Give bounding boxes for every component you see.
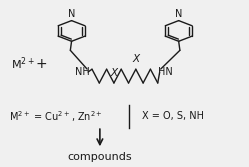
Text: N: N [68, 9, 75, 19]
Text: +: + [36, 57, 48, 71]
Text: M$^{2+}$: M$^{2+}$ [11, 55, 35, 72]
Text: N: N [175, 9, 182, 19]
Text: M$^{2+}$ = Cu$^{2+}$, Zn$^{2+}$: M$^{2+}$ = Cu$^{2+}$, Zn$^{2+}$ [9, 109, 103, 124]
Text: compounds: compounds [67, 152, 132, 162]
Text: NH: NH [75, 67, 90, 77]
Text: X: X [110, 68, 118, 78]
Text: X = O, S, NH: X = O, S, NH [142, 111, 204, 121]
Text: X: X [132, 54, 139, 64]
Text: HN: HN [158, 67, 173, 77]
